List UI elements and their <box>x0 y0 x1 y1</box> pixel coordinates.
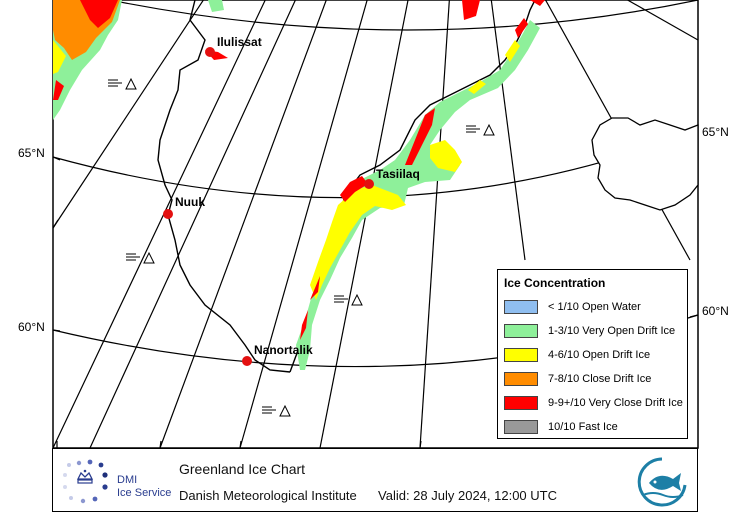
legend-swatch <box>504 396 538 410</box>
chart-title: Greenland Ice Chart <box>179 461 306 477</box>
open-water-symbol <box>126 251 155 264</box>
open-water-symbol <box>262 404 291 417</box>
legend-item-very-close-drift: 9-9+/10 Very Close Drift Ice <box>504 395 683 411</box>
city-marker-ilulissat[interactable] <box>205 47 215 57</box>
city-marker-nanortalik[interactable] <box>242 356 252 366</box>
iceland-outline <box>591 117 699 211</box>
east-greenland-ice <box>296 18 540 370</box>
city-label-tasiilaq: Tasiilaq <box>376 167 420 181</box>
legend-item-open-drift: 4-6/10 Open Drift Ice <box>504 347 650 363</box>
legend-label: 9-9+/10 Very Close Drift Ice <box>548 397 683 409</box>
open-water-symbol <box>108 77 137 90</box>
legend-label: 4-6/10 Open Drift Ice <box>548 349 651 361</box>
legend-label: 1-3/10 Very Open Drift Ice <box>548 325 676 337</box>
legend-item-open-water: < 1/10 Open Water <box>504 299 641 315</box>
chart-footer: DMI Ice Service Greenland Ice Chart Dani… <box>52 448 698 512</box>
city-label-nuuk: Nuuk <box>175 195 205 209</box>
lat-label-left-60: 60°N <box>18 320 45 334</box>
city-markers: Ilulissat Tasiilaq Nuuk Nanortalik <box>163 35 420 366</box>
legend-item-close-drift: 7-8/10 Close Drift Ice <box>504 371 651 387</box>
lat-label-right-65: 65°N <box>702 125 729 139</box>
legend-label: < 1/10 Open Water <box>548 301 641 313</box>
city-marker-tasiilaq[interactable] <box>364 179 374 189</box>
ice-concentration-legend: Ice Concentration < 1/10 Open Water 1-3/… <box>497 269 688 439</box>
baffin-ice <box>53 0 122 120</box>
legend-item-very-open-drift: 1-3/10 Very Open Drift Ice <box>504 323 675 339</box>
legend-label: 10/10 Fast Ice <box>548 421 618 433</box>
open-water-symbol <box>466 123 495 136</box>
city-label-nanortalik: Nanortalik <box>254 343 313 357</box>
lat-label-left-65: 65°N <box>18 146 45 160</box>
chart-subtitle: Danish Meteorological Institute Valid: 2… <box>179 488 557 503</box>
institute-name: Danish Meteorological Institute <box>179 488 357 503</box>
open-water-symbol <box>334 293 363 306</box>
city-marker-nuuk[interactable] <box>163 209 173 219</box>
valid-time: Valid: 28 July 2024, 12:00 UTC <box>378 488 557 503</box>
dmi-logo-icon <box>63 459 108 504</box>
legend-swatch <box>504 300 538 314</box>
dmi-name: DMI <box>117 474 138 486</box>
legend-label: 7-8/10 Close Drift Ice <box>548 373 652 385</box>
legend-swatch <box>504 324 538 338</box>
legend-item-fast-ice: 10/10 Fast Ice <box>504 419 618 435</box>
open-water-symbols <box>108 77 495 417</box>
greenland-west-coast <box>157 0 291 373</box>
dmi-service: Ice Service <box>117 487 172 499</box>
legend-swatch <box>504 372 538 386</box>
lat-label-right-60: 60°N <box>702 304 729 318</box>
legend-title: Ice Concentration <box>504 276 606 290</box>
fish-logo-icon <box>637 457 687 507</box>
city-label-ilulissat: Ilulissat <box>217 35 262 49</box>
legend-swatch <box>504 348 538 362</box>
legend-swatch <box>504 420 538 434</box>
